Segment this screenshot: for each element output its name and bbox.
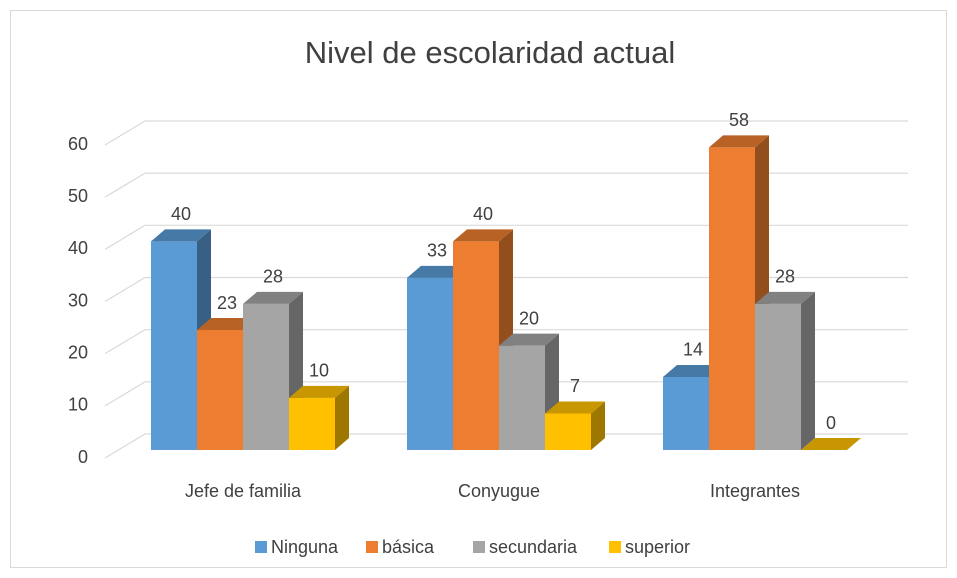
bar-top [243,291,303,304]
grid-line [104,224,908,250]
bar [545,401,605,450]
bar [755,291,815,450]
grid-line [104,433,908,459]
legend-label: básica [382,537,435,557]
bar-top [407,265,467,278]
legend-label: secundaria [489,537,578,557]
data-label: 28 [775,267,795,287]
bar-front [663,376,709,450]
y-tick-label: 40 [68,238,88,258]
legend-swatch [609,541,621,553]
bar-top [197,318,257,331]
x-tick-label: Jefe de familia [185,481,302,501]
y-tick-label: 20 [68,342,88,362]
bar-top [663,364,723,377]
grid-line [104,120,908,146]
grid-line [104,329,908,355]
bar [243,291,303,450]
legend-swatch [473,541,485,553]
data-label: 58 [729,110,749,130]
data-label: 14 [683,340,703,360]
grid-line [104,276,908,303]
bar-top [801,438,861,450]
bar-front [453,241,499,450]
bar [801,438,861,450]
data-label: 7 [570,376,580,396]
legend-label: Ninguna [271,537,339,557]
bar-front [289,397,335,450]
y-tick-label: 50 [68,186,88,206]
bar-top [545,401,605,414]
bar-side [335,385,349,450]
data-label: 40 [473,204,493,224]
bar-front [499,345,545,450]
bar-front [709,147,755,450]
data-label: 40 [171,204,191,224]
bar-top [151,229,211,242]
y-tick-label: 30 [68,290,88,310]
data-label: 28 [263,267,283,287]
data-label: 33 [427,241,447,261]
grid-line [104,381,908,407]
data-label: 23 [217,293,237,313]
chart-title: Nivel de escolaridad actual [305,35,676,70]
bar-front [243,303,289,450]
bar-front [407,277,453,450]
bar-front [755,303,801,450]
data-label: 20 [519,308,539,328]
y-tick-label: 10 [68,395,88,415]
bar [289,385,349,450]
bar-front [545,413,591,450]
bar-top [289,385,349,398]
bar-top [709,135,769,148]
bar-top [453,229,513,242]
legend-swatch [255,541,267,553]
legend-label: superior [625,537,690,557]
grid-line [104,172,908,198]
bar-top [755,291,815,304]
bar-top [499,333,559,346]
bar-front [197,330,243,450]
data-label: 10 [309,361,329,381]
data-label: 0 [826,413,836,433]
bar-side [801,291,815,450]
bar-side [591,401,605,450]
bar-front [151,241,197,450]
y-tick-label: 0 [78,447,88,467]
x-tick-label: Integrantes [710,481,800,501]
x-tick-label: Conyugue [458,481,540,501]
y-tick-label: 60 [68,134,88,154]
legend-swatch [366,541,378,553]
